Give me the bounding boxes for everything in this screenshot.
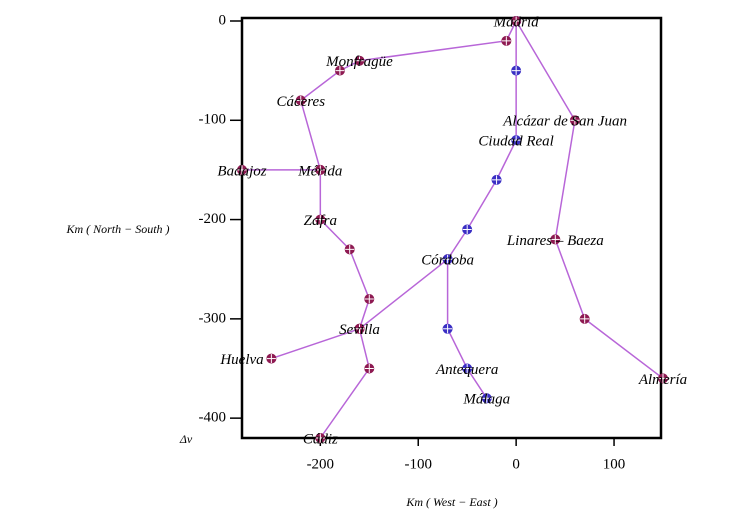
city-label: Mérida: [297, 163, 342, 179]
y-tick-label: -200: [199, 211, 227, 227]
city-marker: [579, 313, 590, 324]
city-marker: [354, 323, 365, 334]
y-axis-label: Km ( North − South ): [65, 222, 169, 236]
city-label: Cáceres: [276, 94, 325, 110]
city-marker: [315, 164, 326, 175]
city-label: Monfragüe: [325, 54, 393, 70]
city-marker: [344, 244, 355, 255]
route-line: [515, 20, 664, 380]
y-tick-label: 0: [219, 12, 227, 28]
city-label: Madrid: [493, 14, 540, 30]
city-marker: [364, 294, 375, 304]
city-marker: [334, 65, 345, 76]
city-marker: [442, 323, 453, 334]
corner-label: Δv: [179, 432, 193, 446]
city-label: Ciudad Real: [478, 134, 553, 150]
city-marker: [569, 115, 580, 126]
city-marker: [266, 353, 277, 364]
city-marker: [550, 234, 561, 245]
city-label: Antequera: [435, 362, 498, 378]
city-label: Cádiz: [303, 431, 338, 447]
city-label: Alcázar de San Juan: [502, 114, 627, 130]
city-label: Córdoba: [421, 253, 474, 269]
x-tick-label: -100: [404, 456, 432, 472]
y-tick-label: -400: [199, 410, 227, 426]
city-marker: [364, 363, 375, 374]
city-marker: [462, 224, 473, 235]
city-label: Málaga: [462, 392, 510, 408]
city-label: Sevilla: [339, 322, 380, 338]
x-tick-label: 100: [603, 456, 626, 472]
city-marker: [442, 254, 453, 265]
city-label: Zafra: [304, 213, 337, 229]
city-label: Linares – Baeza: [506, 233, 604, 249]
city-label: Almería: [638, 372, 687, 388]
city-marker: [658, 373, 668, 384]
y-tick-label: -100: [199, 112, 227, 128]
city-marker: [462, 363, 473, 374]
route-line: [446, 21, 517, 399]
route-line: [359, 258, 449, 330]
x-tick-label: -200: [307, 456, 335, 472]
city-marker: [295, 95, 306, 106]
route-line: [271, 20, 517, 360]
route-line: [319, 328, 371, 439]
y-tick-label: -300: [199, 310, 227, 326]
city-label: Huelva: [219, 352, 263, 368]
city-marker: [511, 65, 522, 76]
city-marker: [481, 393, 492, 404]
city-marker: [354, 55, 365, 66]
city-marker: [501, 35, 512, 46]
x-tick-label: 0: [512, 456, 520, 472]
plot-frame: [240, 16, 663, 440]
city-label: Badajoz: [217, 163, 266, 179]
city-marker: [511, 16, 522, 26]
city-marker: [491, 174, 502, 185]
city-marker: [315, 433, 326, 443]
city-marker: [511, 135, 522, 146]
city-marker: [237, 164, 247, 175]
city-marker: [315, 214, 326, 225]
x-axis-label: Km ( West − East ): [405, 495, 497, 509]
